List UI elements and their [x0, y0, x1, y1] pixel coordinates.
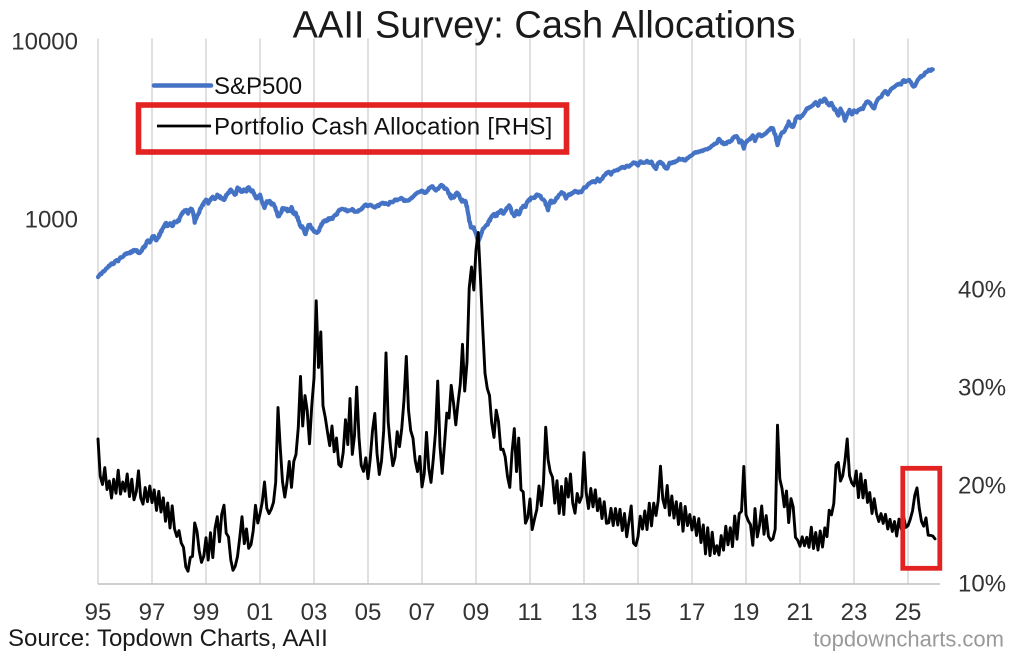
svg-text:10000: 10000	[11, 29, 78, 56]
svg-text:09: 09	[463, 599, 490, 626]
svg-text:25: 25	[895, 599, 922, 626]
svg-text:S&P500: S&P500	[214, 73, 302, 100]
svg-text:97: 97	[139, 599, 166, 626]
svg-text:AAII Survey: Cash Allocations: AAII Survey: Cash Allocations	[293, 5, 796, 47]
svg-text:Source: Topdown Charts, AAII: Source: Topdown Charts, AAII	[8, 625, 328, 652]
svg-text:03: 03	[301, 599, 328, 626]
svg-text:topdowncharts.com: topdowncharts.com	[813, 627, 1004, 652]
svg-text:23: 23	[841, 599, 868, 626]
svg-text:19: 19	[733, 599, 760, 626]
svg-text:10%: 10%	[958, 571, 1006, 598]
svg-text:40%: 40%	[958, 277, 1006, 304]
svg-text:Portfolio Cash Allocation [RHS: Portfolio Cash Allocation [RHS]	[214, 114, 553, 141]
svg-text:20%: 20%	[958, 473, 1006, 500]
svg-text:30%: 30%	[958, 375, 1006, 402]
svg-text:01: 01	[247, 599, 274, 626]
svg-text:17: 17	[679, 599, 706, 626]
svg-text:13: 13	[571, 599, 598, 626]
svg-text:11: 11	[518, 599, 543, 626]
svg-text:21: 21	[787, 599, 814, 626]
svg-text:15: 15	[625, 599, 652, 626]
svg-text:07: 07	[409, 599, 436, 626]
svg-text:05: 05	[355, 599, 382, 626]
svg-text:99: 99	[193, 599, 220, 626]
svg-text:95: 95	[85, 599, 112, 626]
svg-text:1000: 1000	[25, 207, 78, 234]
